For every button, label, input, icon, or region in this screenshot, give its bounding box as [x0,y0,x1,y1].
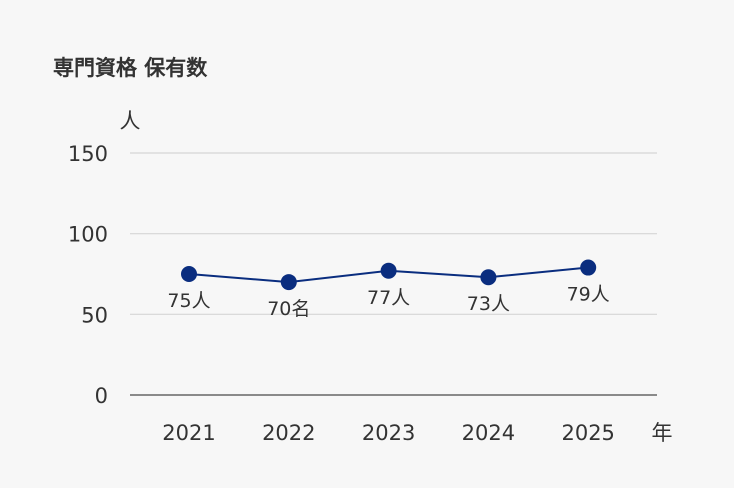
data-label: 77人 [367,287,410,309]
x-axis-label: 年 [652,421,673,445]
y-tick-label: 100 [68,223,108,247]
x-tick-label: 2025 [561,421,614,445]
data-point [280,274,297,291]
data-point [380,262,397,279]
data-point [480,269,497,286]
x-tick-label: 2024 [462,421,515,445]
chart-title: 専門資格 保有数 [53,56,208,80]
y-tick-label: 0 [95,384,108,408]
data-label: 73人 [467,293,510,315]
y-tick-label: 50 [81,303,108,327]
x-tick-label: 2021 [162,421,215,445]
data-point [580,259,597,276]
y-tick-label: 150 [68,142,108,166]
data-point [181,266,197,282]
data-label: 75人 [167,290,210,312]
x-tick-label: 2023 [362,421,415,445]
x-tick-label: 2022 [262,421,315,445]
y-axis-label: 人 [120,109,141,133]
data-label: 79人 [567,284,610,306]
data-label: 70名 [267,298,310,320]
